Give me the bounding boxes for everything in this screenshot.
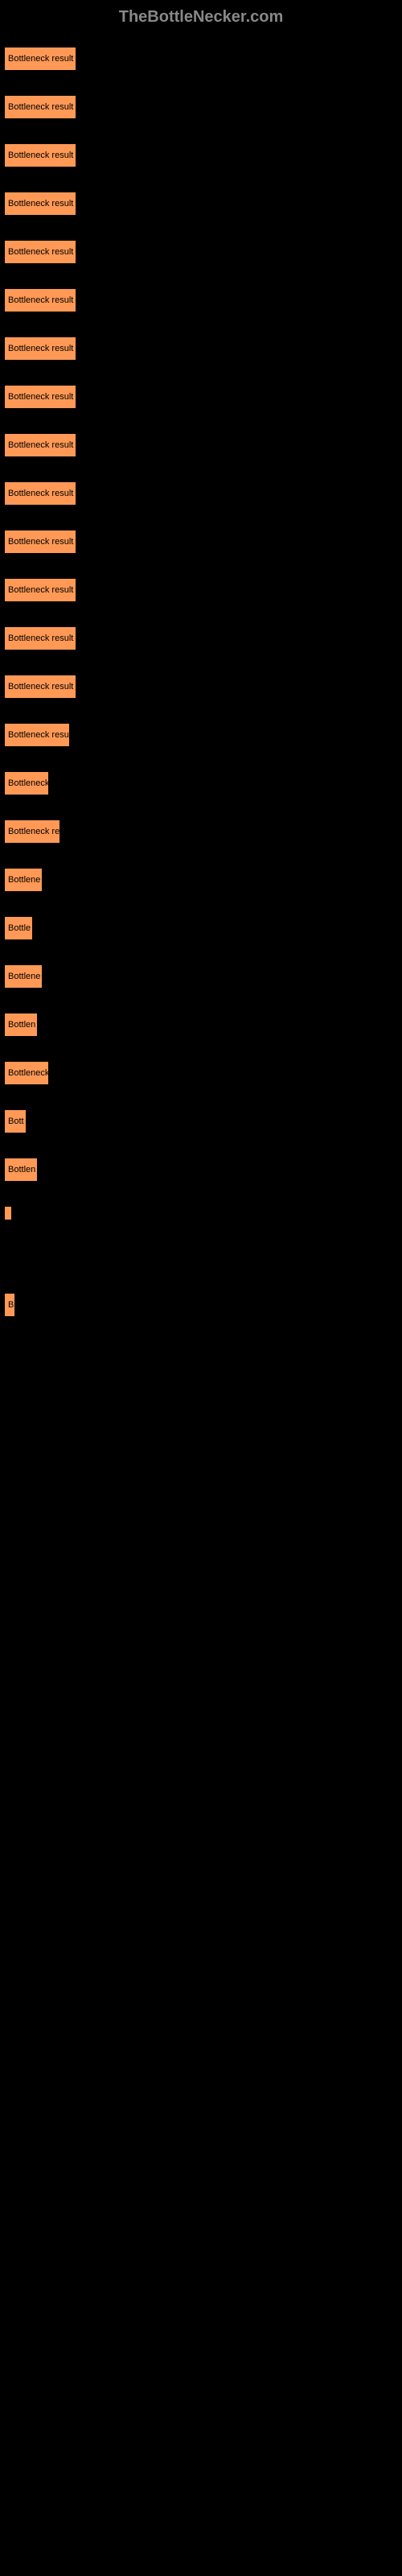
bar-row: Bottleneck result (0, 566, 402, 614)
bar-row: Bottleneck result (0, 180, 402, 228)
bottleneck-bar[interactable]: Bottleneck result (4, 433, 76, 457)
bar-row: Bottleneck result (0, 373, 402, 421)
bottleneck-bar[interactable]: Bottleneck result (4, 385, 76, 409)
bar-row: Bottleneck resu (0, 711, 402, 759)
bar-row (0, 1329, 402, 1353)
bottleneck-bar[interactable]: Bottleneck result (4, 47, 76, 71)
bottleneck-bar[interactable]: Bottleneck result (4, 481, 76, 506)
bottleneck-bar[interactable]: Bottleneck result (4, 240, 76, 264)
bottleneck-bar[interactable]: Bottleneck result (4, 336, 76, 361)
bar-row: Bott (0, 1097, 402, 1146)
bar-row (0, 1257, 402, 1281)
bar-row: Bottleneck (0, 759, 402, 807)
bottleneck-bar[interactable]: Bottlene (4, 868, 43, 892)
bottleneck-bar[interactable] (4, 1206, 12, 1220)
bar-row: Bottlene (0, 952, 402, 1001)
bottleneck-bar[interactable]: Bottleneck result (4, 675, 76, 699)
bottleneck-bar[interactable]: Bottleneck re (4, 819, 60, 844)
bar-row: Bottleneck result (0, 324, 402, 373)
bar-row (0, 1353, 402, 1377)
bottleneck-bar[interactable]: Bottleneck (4, 771, 49, 795)
bottleneck-bar[interactable]: B (4, 1293, 15, 1317)
bottleneck-bar[interactable]: Bottleneck resu (4, 723, 70, 747)
bar-row: Bottlene (0, 856, 402, 904)
bar-row: Bottlen (0, 1146, 402, 1194)
bar-row: Bottleneck result (0, 228, 402, 276)
bar-row (0, 1194, 402, 1232)
bar-row: B (0, 1281, 402, 1329)
bar-row: Bottleneck result (0, 83, 402, 131)
bar-row: Bottleneck result (0, 614, 402, 663)
bar-row: Bottleneck result (0, 276, 402, 324)
site-header: TheBottleNecker.com (0, 0, 402, 35)
bottleneck-bar[interactable]: Bottleneck result (4, 192, 76, 216)
bar-row: Bottleneck result (0, 131, 402, 180)
bottleneck-bar[interactable]: Bottleneck result (4, 143, 76, 167)
bar-row: Bottlen (0, 1001, 402, 1049)
bar-row (0, 1232, 402, 1257)
bar-row (0, 1377, 402, 1402)
bottleneck-bar[interactable]: Bottle (4, 916, 33, 940)
bar-row: Bottleneck result (0, 469, 402, 518)
bottleneck-bar[interactable]: Bottleneck result (4, 95, 76, 119)
bottleneck-bar[interactable]: Bottleneck result (4, 530, 76, 554)
bar-row: Bottleneck result (0, 421, 402, 469)
bar-row: Bottle (0, 904, 402, 952)
bar-row: Bottleneck result (0, 663, 402, 711)
bottleneck-bar[interactable]: Bottlene (4, 964, 43, 989)
bottleneck-bar[interactable]: Bott (4, 1109, 27, 1133)
bottleneck-bar[interactable]: Bottlen (4, 1013, 38, 1037)
bottleneck-bar[interactable]: Bottleneck result (4, 578, 76, 602)
bars-list: Bottleneck result Bottleneck result Bottle… (0, 35, 402, 1450)
bar-row (0, 1402, 402, 1426)
bottleneck-bar[interactable]: Bottleneck result (4, 288, 76, 312)
bar-row: Bottleneck result (0, 518, 402, 566)
bar-row: Bottleneck re (0, 807, 402, 856)
bar-row: Bottleneck result (0, 35, 402, 83)
bottleneck-bar[interactable]: Bottleneck (4, 1061, 49, 1085)
bar-row: Bottleneck (0, 1049, 402, 1097)
bottleneck-bar[interactable]: Bottleneck result (4, 626, 76, 650)
bar-row (0, 1426, 402, 1450)
bottleneck-bar[interactable]: Bottlen (4, 1158, 38, 1182)
